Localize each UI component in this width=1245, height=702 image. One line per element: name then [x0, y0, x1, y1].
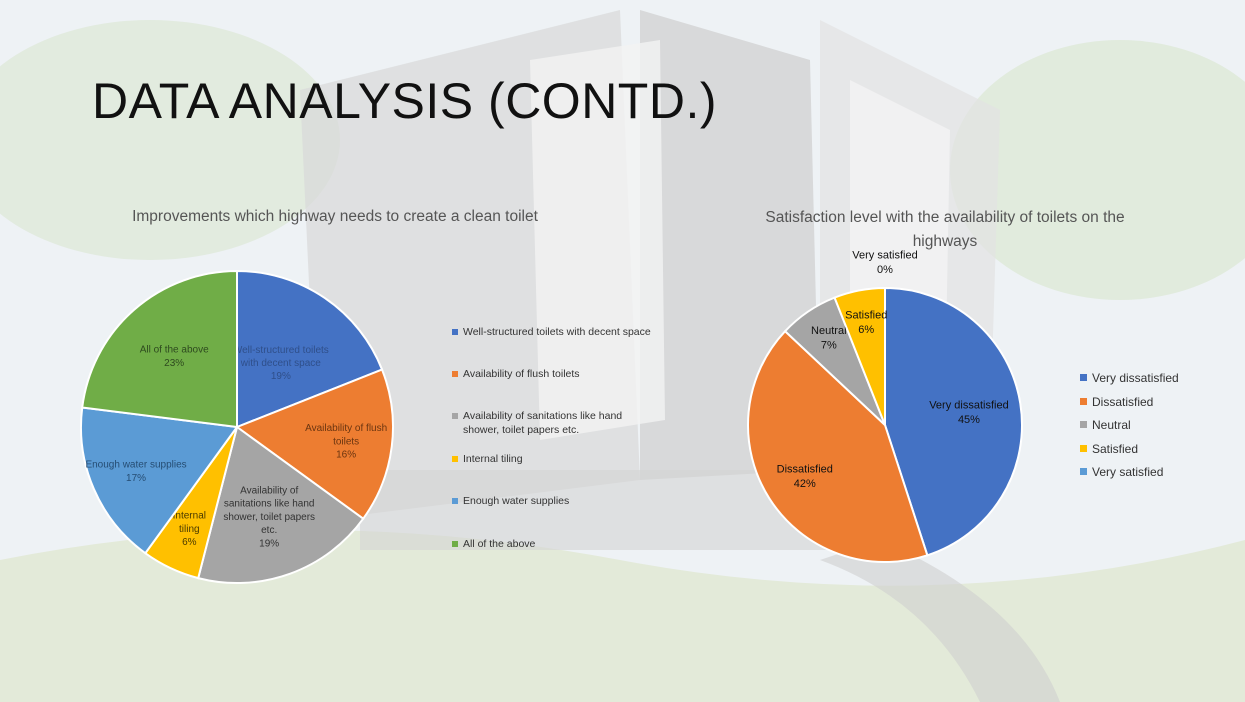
- satisfaction-legend-item: Satisfied: [1080, 442, 1242, 456]
- improvements-legend-swatch: [452, 456, 458, 462]
- satisfaction-data-label: Very satisfied 0%: [852, 250, 917, 277]
- improvements-legend-label: Internal tiling: [463, 453, 523, 465]
- improvements-legend-label: Well-structured toilets with decent spac…: [463, 326, 651, 338]
- satisfaction-data-label: Very dissatisfied 45%: [929, 399, 1008, 426]
- improvements-legend-label: All of the above: [463, 538, 536, 550]
- improvements-data-label: Internal tiling 6%: [173, 511, 206, 548]
- improvements-legend-label: Enough water supplies: [463, 495, 570, 507]
- satisfaction-legend-item: Neutral: [1080, 418, 1242, 432]
- improvements-data-label: Availability of sanitations like hand show…: [223, 485, 315, 549]
- improvements-slice: [80, 406, 239, 555]
- improvements-legend-swatch: [452, 413, 458, 419]
- improvements-legend-item: Availability of sanitations like hand sh…: [452, 409, 653, 437]
- improvements-legend-item: Well-structured toilets with decent spac…: [452, 325, 653, 339]
- satisfaction-legend-label: Very dissatisfied: [1092, 371, 1179, 385]
- improvements-legend-item: Availability of flush toilets: [452, 367, 653, 381]
- improvements-data-label: Enough water supplies 17%: [85, 460, 186, 484]
- improvements-legend-swatch: [452, 498, 458, 504]
- satisfaction-data-label: Dissatisfied 42%: [777, 463, 833, 490]
- satisfaction-legend-item: Very dissatisfied: [1080, 371, 1242, 385]
- satisfaction-legend-swatch: [1080, 468, 1087, 475]
- satisfaction-legend-label: Neutral: [1092, 418, 1131, 432]
- improvements-data-label: All of the above 23%: [140, 345, 209, 369]
- satisfaction-slice: [833, 286, 886, 426]
- improvements-slice: [81, 269, 238, 429]
- improvements-legend-item: All of the above: [452, 537, 653, 551]
- improvements-data-label: Availability of flush toilets 16%: [305, 423, 387, 460]
- improvements-legend-swatch: [452, 329, 458, 335]
- satisfaction-legend-swatch: [1080, 398, 1087, 405]
- slide-title: DATA ANALYSIS (CONTD.): [92, 73, 717, 129]
- satisfaction-data-label: Satisfied 6%: [845, 309, 887, 336]
- satisfaction-legend-swatch: [1080, 445, 1087, 452]
- chart2-title: Satisfaction level with the availability…: [765, 209, 1125, 250]
- improvements-data-label: Well-structured toilets with decent space…: [233, 345, 329, 382]
- improvements-legend-label: Availability of sanitations like hand sh…: [463, 410, 623, 436]
- improvements-legend-item: Internal tiling: [452, 452, 653, 466]
- improvements-slice: [236, 269, 384, 429]
- satisfaction-legend-swatch: [1080, 421, 1087, 428]
- satisfaction-legend-swatch: [1080, 374, 1087, 381]
- improvements-slice: [234, 368, 394, 521]
- chart1-title: Improvements which highway needs to crea…: [132, 208, 538, 225]
- satisfaction-legend-label: Satisfied: [1092, 442, 1139, 456]
- improvements-legend-swatch: [452, 541, 458, 547]
- improvements-slice: [196, 425, 365, 584]
- satisfaction-legend-label: Very satisfied: [1092, 465, 1164, 479]
- satisfaction-legend-label: Dissatisfied: [1092, 395, 1154, 409]
- satisfaction-legend-item: Dissatisfied: [1080, 395, 1242, 409]
- improvements-legend-item: Enough water supplies: [452, 494, 653, 508]
- satisfaction-slice: [747, 329, 929, 563]
- improvements-legend-label: Availability of flush toilets: [463, 368, 580, 380]
- satisfaction-data-label: Neutral 7%: [811, 325, 846, 352]
- satisfaction-slice: [884, 286, 1023, 557]
- satisfaction-legend-item: Very satisfied: [1080, 465, 1242, 479]
- improvements-legend-swatch: [452, 371, 458, 377]
